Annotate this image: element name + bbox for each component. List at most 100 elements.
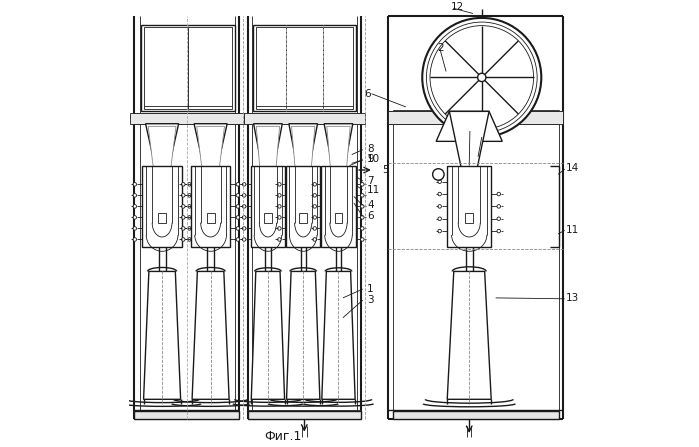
Circle shape xyxy=(325,227,329,230)
Bar xyxy=(141,25,235,111)
Bar xyxy=(264,213,272,223)
Circle shape xyxy=(243,238,246,241)
Circle shape xyxy=(361,182,364,186)
Bar xyxy=(389,111,563,124)
Circle shape xyxy=(182,182,185,186)
Bar xyxy=(248,411,361,419)
Text: 14: 14 xyxy=(565,163,579,173)
Circle shape xyxy=(187,215,192,219)
Circle shape xyxy=(497,229,500,233)
Circle shape xyxy=(438,192,442,196)
Bar xyxy=(447,165,491,247)
Bar xyxy=(251,165,285,247)
Circle shape xyxy=(497,205,500,208)
Text: 11: 11 xyxy=(565,224,579,235)
Circle shape xyxy=(182,227,185,230)
Circle shape xyxy=(133,215,136,219)
Circle shape xyxy=(243,215,246,219)
Text: 1: 1 xyxy=(367,284,374,294)
Circle shape xyxy=(278,227,281,230)
Bar xyxy=(207,213,215,223)
Circle shape xyxy=(433,169,444,180)
Circle shape xyxy=(361,194,364,197)
Circle shape xyxy=(325,205,329,208)
Circle shape xyxy=(243,194,246,197)
Circle shape xyxy=(236,227,240,230)
Text: Фиг.1: Фиг.1 xyxy=(265,430,302,443)
Circle shape xyxy=(438,229,442,233)
Circle shape xyxy=(236,215,240,219)
Bar xyxy=(134,410,239,418)
Circle shape xyxy=(313,194,317,197)
Polygon shape xyxy=(143,271,180,399)
Bar xyxy=(191,165,231,247)
Text: 4: 4 xyxy=(367,200,374,210)
Polygon shape xyxy=(145,124,179,170)
Circle shape xyxy=(133,182,136,186)
Bar xyxy=(466,213,473,223)
Circle shape xyxy=(278,205,281,208)
Text: 6: 6 xyxy=(364,89,370,99)
Bar xyxy=(134,411,239,419)
Circle shape xyxy=(422,18,541,137)
Text: 9: 9 xyxy=(367,154,374,164)
Circle shape xyxy=(290,238,294,241)
Bar xyxy=(322,165,356,247)
Circle shape xyxy=(313,205,317,208)
Circle shape xyxy=(236,238,240,241)
Circle shape xyxy=(278,182,281,186)
Circle shape xyxy=(133,227,136,230)
Circle shape xyxy=(497,192,500,196)
Bar xyxy=(248,410,361,418)
Polygon shape xyxy=(289,124,317,170)
Bar xyxy=(143,165,182,247)
Circle shape xyxy=(430,25,533,129)
Text: 10: 10 xyxy=(367,154,380,164)
Circle shape xyxy=(243,227,246,230)
Circle shape xyxy=(438,217,442,220)
Circle shape xyxy=(313,215,317,219)
Circle shape xyxy=(361,205,364,208)
Circle shape xyxy=(477,73,486,82)
Polygon shape xyxy=(148,127,176,167)
Text: 3: 3 xyxy=(367,295,374,305)
Circle shape xyxy=(361,238,364,241)
Circle shape xyxy=(243,205,246,208)
Circle shape xyxy=(187,205,192,208)
Polygon shape xyxy=(254,124,282,170)
Circle shape xyxy=(187,194,192,197)
Polygon shape xyxy=(257,127,280,167)
Circle shape xyxy=(325,238,329,241)
Circle shape xyxy=(313,238,317,241)
Polygon shape xyxy=(449,111,489,174)
Circle shape xyxy=(290,205,294,208)
Bar xyxy=(130,113,244,124)
Text: 7: 7 xyxy=(367,176,374,186)
Text: 11: 11 xyxy=(367,185,380,195)
Circle shape xyxy=(290,182,294,186)
Circle shape xyxy=(236,205,240,208)
Polygon shape xyxy=(194,124,227,170)
Text: 2: 2 xyxy=(438,42,445,53)
Bar xyxy=(256,27,354,109)
Polygon shape xyxy=(327,127,350,167)
Bar xyxy=(335,213,343,223)
Bar xyxy=(393,411,559,419)
Circle shape xyxy=(290,194,294,197)
Bar xyxy=(143,27,232,109)
Circle shape xyxy=(325,194,329,197)
Circle shape xyxy=(182,194,185,197)
Text: 6: 6 xyxy=(367,211,374,221)
Circle shape xyxy=(497,217,500,220)
Polygon shape xyxy=(287,271,320,399)
Bar xyxy=(286,165,320,247)
Polygon shape xyxy=(447,271,491,399)
Circle shape xyxy=(278,238,281,241)
Bar xyxy=(463,174,476,188)
Polygon shape xyxy=(322,271,355,399)
Circle shape xyxy=(290,227,294,230)
Circle shape xyxy=(187,238,192,241)
Circle shape xyxy=(187,227,192,230)
Circle shape xyxy=(325,215,329,219)
Circle shape xyxy=(361,227,364,230)
